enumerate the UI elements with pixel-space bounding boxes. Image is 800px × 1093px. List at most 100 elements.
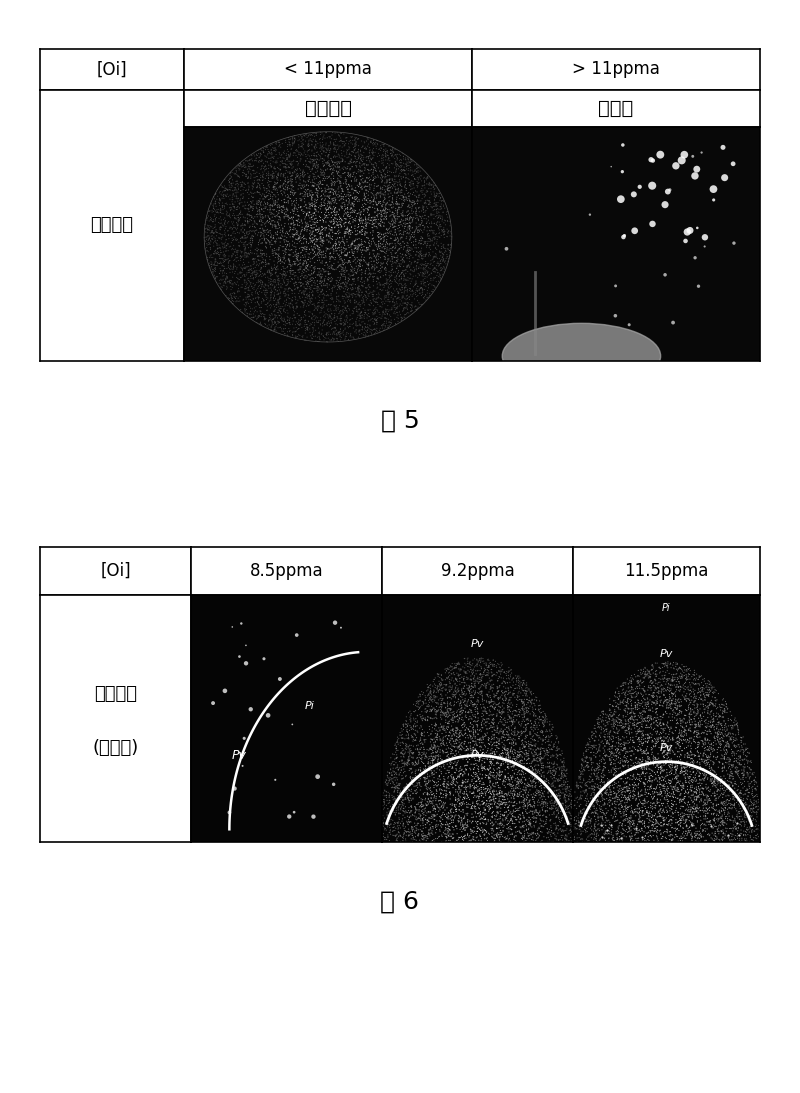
Point <box>394 291 406 308</box>
Point <box>545 725 558 742</box>
Point <box>245 208 258 225</box>
Point <box>459 732 472 750</box>
Point <box>567 818 580 835</box>
Point <box>548 806 561 823</box>
Point <box>261 201 274 219</box>
Point <box>392 262 405 280</box>
Point <box>467 721 480 739</box>
Point <box>316 281 329 298</box>
Point <box>613 731 626 749</box>
Point <box>450 802 463 820</box>
Point <box>296 164 309 181</box>
Point <box>319 200 332 218</box>
Point <box>402 729 414 747</box>
Point <box>424 820 437 837</box>
Point <box>580 792 593 810</box>
Point <box>702 790 714 808</box>
Point <box>394 238 407 256</box>
Point <box>230 231 242 248</box>
Point <box>236 279 249 296</box>
Point <box>359 265 372 282</box>
Point <box>238 268 251 285</box>
Point <box>217 261 230 279</box>
Point <box>546 727 558 744</box>
Point <box>435 833 448 850</box>
Point <box>297 146 310 164</box>
Point <box>355 218 368 235</box>
Point <box>470 818 483 835</box>
Point <box>226 195 239 212</box>
Point <box>585 813 598 831</box>
Point <box>255 293 268 310</box>
Point <box>260 198 273 215</box>
Point <box>332 326 345 343</box>
Point <box>384 802 397 820</box>
Point <box>247 185 260 202</box>
Point <box>277 175 290 192</box>
Point <box>450 833 462 850</box>
Point <box>242 270 255 287</box>
Point <box>521 679 534 696</box>
Point <box>622 691 634 708</box>
Point <box>630 698 643 716</box>
Point <box>279 133 292 151</box>
Point <box>313 178 326 196</box>
Point <box>230 220 242 237</box>
Point <box>654 754 667 772</box>
Point <box>568 828 581 846</box>
Point <box>302 158 315 176</box>
Point <box>289 255 302 272</box>
Point <box>462 818 474 835</box>
Point <box>422 196 435 213</box>
Point <box>312 281 325 298</box>
Point <box>419 691 432 708</box>
Point <box>490 737 503 754</box>
Point <box>396 733 409 751</box>
Point <box>346 316 358 333</box>
Point <box>377 800 390 818</box>
Point <box>723 811 736 828</box>
Point <box>265 214 278 232</box>
Point <box>635 713 648 730</box>
Point <box>307 808 320 825</box>
Point <box>377 304 390 321</box>
Point <box>502 684 515 702</box>
Point <box>442 224 454 242</box>
Point <box>434 270 447 287</box>
Point <box>478 780 490 798</box>
Point <box>682 698 695 716</box>
Point <box>394 176 406 193</box>
Point <box>661 752 674 769</box>
Point <box>719 722 732 740</box>
Point <box>623 822 636 839</box>
Point <box>711 741 724 759</box>
Point <box>439 704 452 721</box>
Point <box>437 816 450 834</box>
Point <box>618 788 631 806</box>
Point <box>666 842 678 859</box>
Point <box>462 661 474 679</box>
Point <box>576 815 589 833</box>
Point <box>306 309 318 327</box>
Point <box>559 799 572 816</box>
Point <box>410 218 422 235</box>
Point <box>399 246 412 263</box>
Point <box>374 263 386 281</box>
Point <box>459 761 472 778</box>
Point <box>386 176 399 193</box>
Point <box>666 771 679 788</box>
Point <box>732 804 745 822</box>
Point <box>408 156 421 174</box>
Point <box>680 662 693 680</box>
Point <box>488 727 501 744</box>
Point <box>636 834 649 851</box>
Point <box>373 321 386 339</box>
Point <box>318 260 330 278</box>
Point <box>395 729 408 747</box>
Point <box>417 736 430 753</box>
Point <box>566 799 578 816</box>
Point <box>354 214 366 232</box>
Point <box>410 236 422 254</box>
Point <box>684 701 697 718</box>
Point <box>484 772 497 789</box>
